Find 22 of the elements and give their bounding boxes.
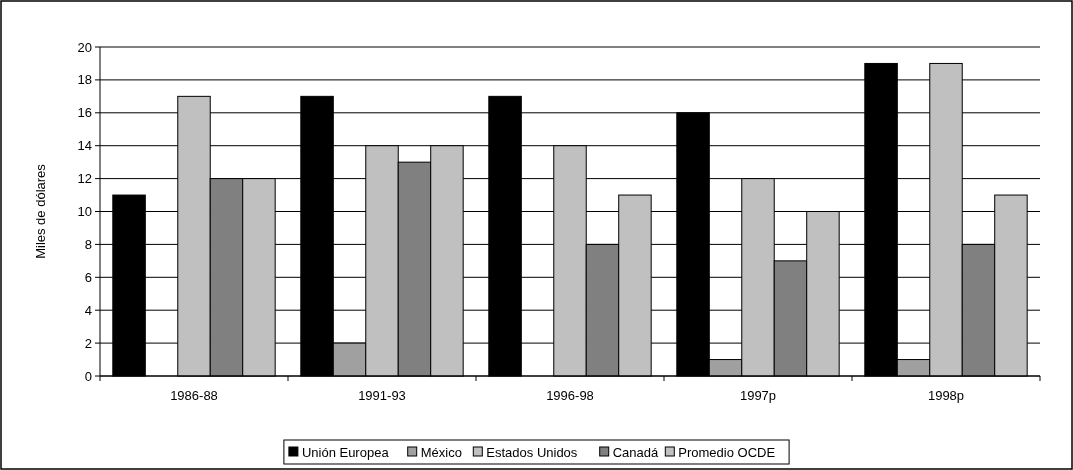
x-tick-label: 1986-88	[170, 388, 218, 403]
x-tick-label: 1991-93	[358, 388, 406, 403]
y-tick-label: 14	[77, 138, 92, 154]
legend-label: Estados Unidos	[486, 444, 578, 460]
y-axis-title: Miles de dólares	[33, 163, 48, 259]
x-tick-label: 1997p	[739, 388, 777, 403]
legend-label: Canadá	[612, 444, 660, 460]
x-tick-label: 1998p	[927, 388, 965, 403]
legend-label: México	[420, 444, 462, 460]
y-tick-label: 0	[84, 368, 92, 384]
y-tick-label: 18	[77, 72, 92, 88]
y-tick-label: 4	[84, 302, 92, 318]
y-tick-label: 10	[77, 204, 92, 220]
y-tick-label: 20	[77, 39, 92, 55]
y-tick-label: 16	[77, 105, 92, 121]
y-tick-label: 8	[84, 236, 92, 252]
legend-label: Unión Europea	[301, 444, 390, 460]
y-tick-label: 6	[84, 269, 92, 285]
legend-label: Promedio OCDE	[678, 444, 776, 460]
y-tick-label: 2	[84, 335, 92, 351]
x-tick-label: 1996-98	[546, 388, 594, 403]
y-tick-label: 12	[77, 171, 92, 187]
